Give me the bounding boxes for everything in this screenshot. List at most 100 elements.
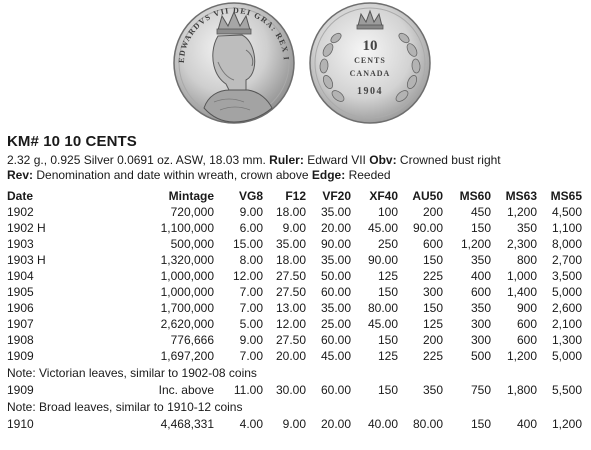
table-row: 1902 H 1,100,000 6.00 9.00 20.00 45.00 9… [0, 221, 591, 237]
cell-ms65: 8,000 [551, 237, 582, 251]
cell-xf40: 150 [377, 285, 398, 299]
table-row: 1902 720,000 9.00 18.00 35.00 100 200 45… [0, 205, 591, 221]
note-victorian-leaves: Note: Victorian leaves, similar to 1902-… [7, 366, 257, 380]
cell-ms60: 1,200 [460, 237, 491, 251]
cell-xf40: 45.00 [367, 221, 398, 235]
cell-vf20: 50.00 [320, 269, 351, 283]
table-row: 1903 500,000 15.00 35.00 90.00 250 600 1… [0, 237, 591, 253]
cell-ms63: 900 [516, 301, 537, 315]
cell-date: 1910 [7, 417, 34, 431]
cell-mintage: 1,320,000 [160, 253, 214, 267]
table-row: 1908 776,666 9.00 27.50 60.00 150 200 30… [0, 333, 591, 349]
cell-date: 1906 [7, 301, 34, 315]
cell-vg8: 4.00 [239, 417, 263, 431]
cell-mintage: 720,000 [170, 205, 214, 219]
cell-ms60: 300 [470, 333, 491, 347]
cell-ms60: 750 [470, 383, 491, 397]
cell-mintage: 1,000,000 [160, 285, 214, 299]
cell-ms63: 600 [516, 333, 537, 347]
cell-date: 1909 [7, 383, 34, 397]
col-header-vg8: VG8 [238, 189, 263, 203]
cell-au50: 200 [422, 333, 443, 347]
table-row: 1910 4,468,331 4.00 9.00 20.00 40.00 80.… [0, 417, 591, 433]
cell-vf20: 35.00 [320, 205, 351, 219]
reverse-coin: 10 CENTS CANADA 1904 [309, 2, 431, 124]
cell-ms60: 400 [470, 269, 491, 283]
cell-f12: 18.00 [275, 253, 306, 267]
cell-au50: 90.00 [412, 221, 443, 235]
table-row: 1904 1,000,000 12.00 27.50 50.00 125 225… [0, 269, 591, 285]
cell-mintage: Inc. above [158, 383, 214, 397]
cell-ms63: 1,000 [506, 269, 537, 283]
cell-vf20: 20.00 [320, 417, 351, 431]
col-header-date: Date [7, 189, 34, 203]
col-header-au50: AU50 [412, 189, 443, 203]
cell-mintage: 1,697,200 [160, 349, 214, 363]
cell-date: 1905 [7, 285, 34, 299]
col-header-ms65: MS65 [550, 189, 582, 203]
reverse-canada: CANADA [350, 69, 391, 78]
cell-vf20: 45.00 [320, 349, 351, 363]
cell-vf20: 35.00 [320, 301, 351, 315]
cell-f12: 9.00 [282, 221, 306, 235]
cell-ms60: 350 [470, 253, 491, 267]
cell-au50: 125 [422, 317, 443, 331]
table-row: 1907 2,620,000 5.00 12.00 25.00 45.00 12… [0, 317, 591, 333]
cell-ms63: 350 [516, 221, 537, 235]
cell-xf40: 100 [377, 205, 398, 219]
cell-vf20: 60.00 [320, 285, 351, 299]
table-header: Date Mintage VG8 F12 VF20 XF40 AU50 MS60… [0, 189, 591, 205]
cell-ms63: 800 [516, 253, 537, 267]
cell-f12: 12.00 [275, 317, 306, 331]
cell-vg8: 7.00 [239, 285, 263, 299]
cell-mintage: 500,000 [170, 237, 214, 251]
cell-au50: 600 [422, 237, 443, 251]
cell-f12: 27.50 [275, 269, 306, 283]
page-title: KM# 10 10 CENTS [7, 133, 137, 150]
col-header-mintage: Mintage [168, 189, 214, 203]
cell-vg8: 15.00 [232, 237, 263, 251]
cell-ms65: 4,500 [551, 205, 582, 219]
cell-vg8: 9.00 [239, 205, 263, 219]
table-row: 1909 1,697,200 7.00 20.00 45.00 125 225 … [0, 349, 591, 365]
cell-ms63: 1,200 [506, 205, 537, 219]
edge-label: Edge: [311, 168, 346, 182]
reverse-year: 1904 [357, 86, 383, 97]
cell-au50: 150 [422, 301, 443, 315]
table-row: 1909 Inc. above 11.00 30.00 60.00 150 35… [0, 383, 591, 399]
cell-xf40: 125 [377, 269, 398, 283]
cell-au50: 150 [422, 253, 443, 267]
cell-ms60: 600 [470, 285, 491, 299]
cell-f12: 27.50 [275, 333, 306, 347]
obverse-label: Obv: [369, 153, 397, 167]
cell-mintage: 1,000,000 [160, 269, 214, 283]
cell-au50: 300 [422, 285, 443, 299]
cell-xf40: 45.00 [367, 317, 398, 331]
cell-vg8: 8.00 [239, 253, 263, 267]
cell-vg8: 11.00 [233, 383, 263, 397]
cell-xf40: 250 [377, 237, 398, 251]
coin-images: EDWARDVS VII DEI GRA: REX IMPERATOR [168, 0, 431, 124]
cell-ms63: 400 [516, 417, 537, 431]
cell-ms60: 150 [470, 221, 491, 235]
cell-ms65: 2,700 [551, 253, 582, 267]
cell-vg8: 9.00 [239, 333, 263, 347]
cell-ms65: 5,000 [551, 349, 582, 363]
cell-mintage: 1,100,000 [160, 221, 214, 235]
cell-vf20: 60.00 [320, 383, 351, 397]
cell-f12: 9.00 [282, 417, 306, 431]
cell-ms63: 600 [516, 317, 537, 331]
cell-ms65: 1,300 [551, 333, 582, 347]
cell-f12: 27.50 [275, 285, 306, 299]
cell-date: 1909 [7, 349, 34, 363]
cell-ms65: 2,100 [551, 317, 582, 331]
cell-ms63: 1,400 [506, 285, 537, 299]
cell-xf40: 150 [377, 383, 398, 397]
cell-mintage: 4,468,331 [160, 417, 214, 431]
cell-mintage: 776,666 [170, 333, 214, 347]
cell-ms63: 2,300 [506, 237, 537, 251]
col-header-vf20: VF20 [322, 189, 351, 203]
cell-date: 1903 [7, 237, 34, 251]
cell-vf20: 60.00 [320, 333, 351, 347]
cell-vg8: 12.00 [232, 269, 263, 283]
